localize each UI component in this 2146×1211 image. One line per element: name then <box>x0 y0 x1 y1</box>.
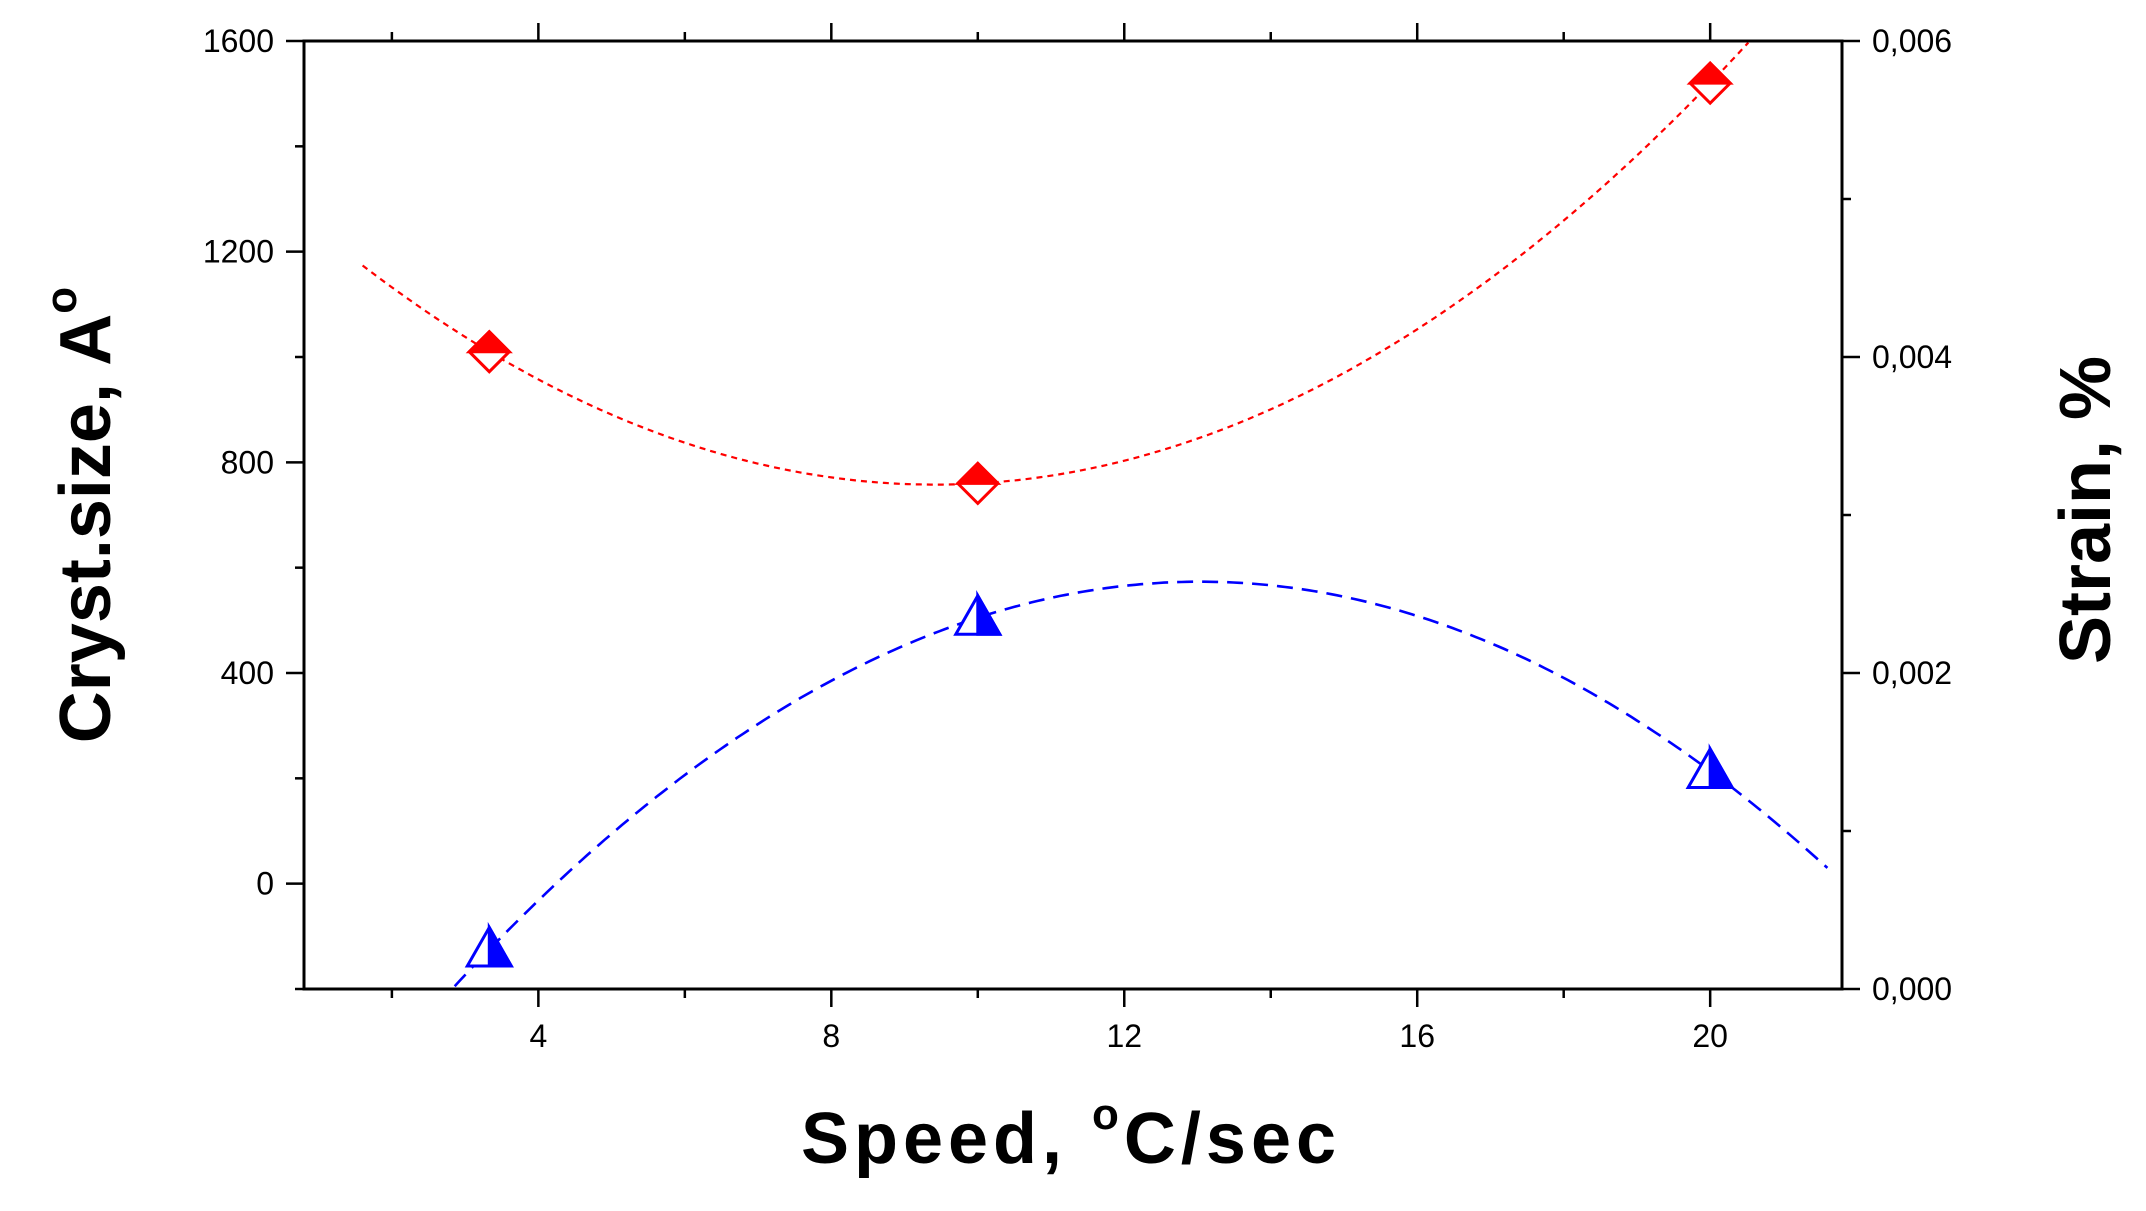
x-tick-label: 20 <box>1692 1018 1728 1054</box>
x-axis-title-suffix: C/sec <box>1124 1099 1341 1179</box>
y-right-tick-label: 0,000 <box>1872 971 1952 1007</box>
x-axis-title-sup: o <box>1092 1090 1124 1139</box>
y-left-tick-label: 800 <box>221 444 274 480</box>
data-point-2-2 <box>953 590 1003 636</box>
x-tick-label: 16 <box>1399 1018 1435 1054</box>
x-axis-title: Speed, oC/sec <box>801 1090 1341 1179</box>
tick-labels: 4 8 12 16 20 0 400 800 1200 1600 0,000 0,002 0,004 0,… <box>203 23 1952 1054</box>
data-point-2-1 <box>464 921 514 968</box>
y-left-tick-label: 1600 <box>203 23 274 59</box>
x-axis-title-prefix: Speed, <box>801 1099 1092 1179</box>
data-point-1-1 <box>465 329 513 374</box>
x-tick-label: 8 <box>822 1018 840 1054</box>
y-right-tick-label: 0,006 <box>1872 23 1952 59</box>
y-right-axis-title: Strain, % <box>2046 356 2126 664</box>
x-tick-label: 12 <box>1106 1018 1142 1054</box>
y-left-axis-title-sup: o <box>37 287 86 314</box>
fit-curve-1 <box>361 41 1750 486</box>
ticks-layer <box>286 23 1860 1007</box>
y-left-axis-title-text: Cryst.size, A <box>46 314 126 744</box>
y-left-tick-label: 400 <box>221 655 274 691</box>
fit-curves <box>361 41 1829 988</box>
y-right-tick-label: 0,004 <box>1872 339 1952 375</box>
data-point-2-3 <box>1685 743 1735 789</box>
y-left-tick-label: 1200 <box>203 234 274 270</box>
y-left-tick-label: 0 <box>256 866 274 902</box>
data-markers <box>464 61 1735 968</box>
data-point-1-3 <box>1686 61 1734 106</box>
y-right-tick-label: 0,002 <box>1872 655 1952 691</box>
x-tick-label: 4 <box>529 1018 547 1054</box>
plot-frame <box>302 39 1844 991</box>
data-point-1-2 <box>954 461 1002 506</box>
y-left-axis-title: Cryst.size, Ao <box>37 287 126 743</box>
fit-curve-2 <box>453 580 1829 988</box>
